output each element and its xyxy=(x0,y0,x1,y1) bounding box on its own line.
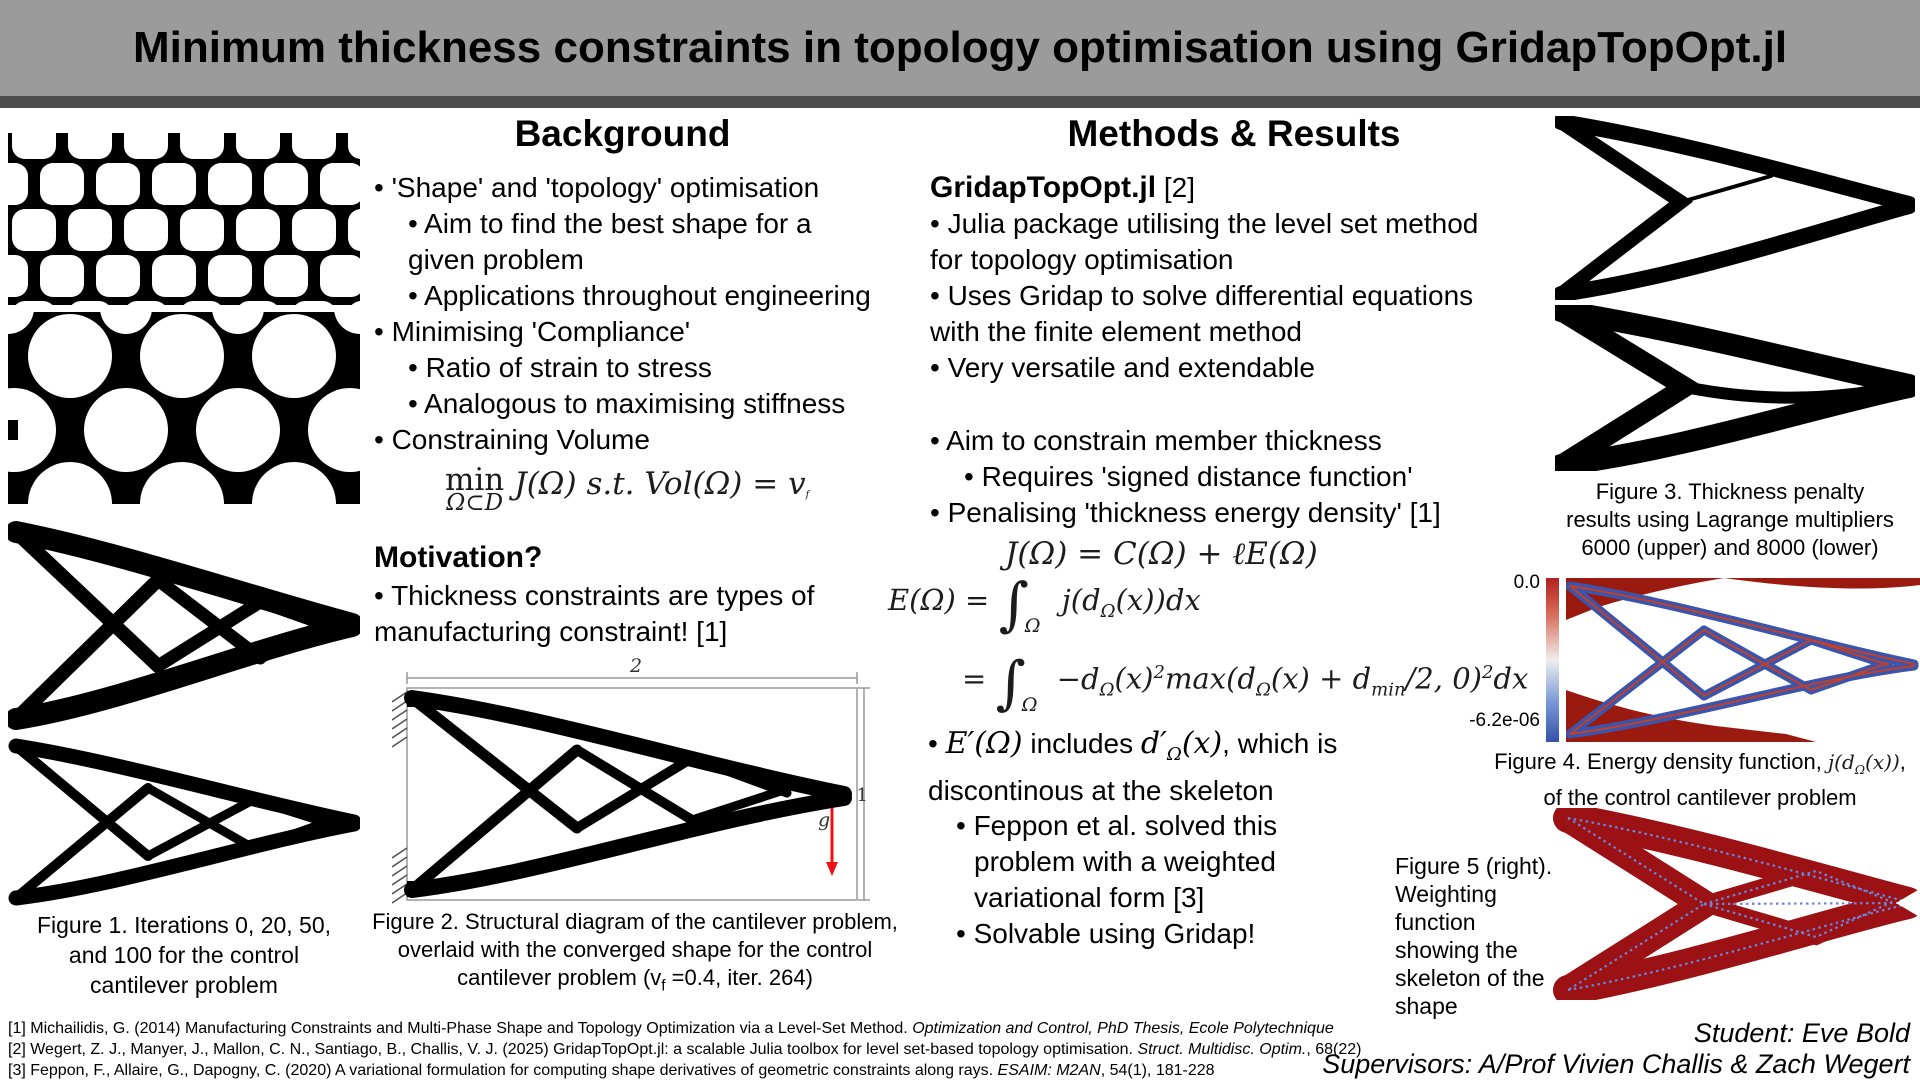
methods-intro: GridapTopOpt.jl [2] • Julia package util… xyxy=(930,170,1550,386)
bullet: • Penalising 'thickness energy density' … xyxy=(930,497,1441,528)
references: [1] Michailidis, G. (2014) Manufacturing… xyxy=(8,1018,1362,1080)
figure3-caption: Figure 3. Thickness penalty results usin… xyxy=(1566,479,1894,560)
bullet: • Analogous to maximising stiffness xyxy=(408,388,846,419)
figure1-iteration20-image xyxy=(8,312,360,504)
figure1-iteration100-image xyxy=(8,738,360,906)
bullet: • Requires 'signed distance function' xyxy=(964,461,1413,492)
reference-3: [3] Feppon, F., Allaire, G., Dapogny, C.… xyxy=(8,1062,1215,1079)
figure4-energy-density-image xyxy=(1566,578,1920,742)
bullet: • Applications throughout engineering xyxy=(408,280,871,311)
bullet: • Aim to find the best shape for a xyxy=(408,208,812,239)
motivation-block: Motivation? • Thickness constraints are … xyxy=(374,538,814,650)
bullet: • 'Shape' and 'topology' optimisation xyxy=(374,172,820,203)
supervisors-credit: Supervisors: A/Prof Vivien Challis & Zac… xyxy=(1322,1049,1910,1079)
figure4-caption: Figure 4. Energy density function, j(dΩ(… xyxy=(1494,749,1906,810)
bullet-continuation: for topology optimisation xyxy=(930,244,1234,275)
student-credit: Student: Eve Bold xyxy=(1693,1018,1910,1048)
title-bar-divider xyxy=(0,96,1920,108)
figure1-iteration50-image xyxy=(8,521,360,730)
methods-heading: Methods & Results xyxy=(1067,113,1401,154)
bullet-continuation: with the finite element method xyxy=(930,316,1302,347)
bullet: • Constraining Volume xyxy=(374,424,650,455)
load-arrow-icon xyxy=(826,808,838,876)
volume-constraint-equation: min Ω⊂D J(Ω) s.t. Vol(Ω) = vf xyxy=(445,462,810,516)
bullet-continuation: given problem xyxy=(408,244,584,275)
poster-title: Minimum thickness constraints in topolog… xyxy=(132,23,1788,72)
bullet: • Feppon et al. solved this xyxy=(956,810,1278,841)
figure1-iteration0-image xyxy=(8,133,360,305)
skeleton-lines xyxy=(1567,816,1911,992)
bullet: • Julia package utilising the level set … xyxy=(930,208,1479,239)
bullet: • Uses Gridap to solve differential equa… xyxy=(930,280,1474,311)
motivation-line2: manufacturing constraint! [1] xyxy=(374,616,728,647)
dimension-width-label: 2 xyxy=(629,658,642,677)
energy-equation-1: E(Ω) = ∫Ω j(dΩ(x))dx xyxy=(888,570,1201,638)
figure1-caption: Figure 1. Iterations 0, 20, 50, and 100 … xyxy=(36,912,332,998)
colorbar-min-label: -6.2e-06 xyxy=(1469,710,1540,731)
methods-aims: • Aim to constrain member thickness • Re… xyxy=(930,423,1550,531)
objective-equation: J(Ω) = C(Ω) + ℓE(Ω) xyxy=(1005,536,1318,572)
figure4-colorbar xyxy=(1546,578,1559,742)
figure2-caption: Figure 2. Structural diagram of the cant… xyxy=(372,909,898,995)
title-bar: Minimum thickness constraints in topolog… xyxy=(0,0,1920,96)
bullet: • Ratio of strain to stress xyxy=(408,352,712,383)
background-bullets: • 'Shape' and 'topology' optimisation • … xyxy=(374,170,934,458)
fixed-support-hatch-icon xyxy=(392,691,408,904)
load-label: g xyxy=(818,809,830,831)
dimension-height-label: 1 xyxy=(857,785,868,806)
feppon-block: • Feppon et al. solved this problem with… xyxy=(928,808,1548,952)
figure5-weighting-function-image xyxy=(1553,808,1918,1000)
package-title: GridapTopOpt.jl [2] xyxy=(930,171,1196,204)
bullet: • Very versatile and extendable xyxy=(930,352,1315,383)
credits: Student: Eve Bold Supervisors: A/Prof Vi… xyxy=(1310,1018,1910,1080)
figure3-upper-image xyxy=(1555,116,1915,300)
bullet: • Solvable using Gridap! xyxy=(956,918,1256,949)
figure5-caption: Figure 5 (right). Weighting function sho… xyxy=(1395,853,1553,1019)
bullet: • Aim to constrain member thickness xyxy=(930,425,1382,456)
figure3-lower-image xyxy=(1555,305,1915,471)
background-heading: Background xyxy=(514,113,731,154)
motivation-line1: • Thickness constraints are types of xyxy=(374,580,815,611)
min-operator: min Ω⊂D xyxy=(445,462,505,516)
energy-equation-2: = ∫Ω −dΩ(x)2max(dΩ(x) + dmin/2, 0)2dx xyxy=(962,648,1529,717)
bullet: • Minimising 'Compliance' xyxy=(374,316,691,347)
motivation-heading: Motivation? xyxy=(374,541,543,574)
colorbar-max-label: 0.0 xyxy=(1513,572,1540,593)
reference-1: [1] Michailidis, G. (2014) Manufacturing… xyxy=(8,1020,1334,1037)
reference-2: [2] Wegert, Z. J., Manyer, J., Mallon, C… xyxy=(8,1041,1362,1058)
derivative-note: • E′(Ω) includes d′Ω(x), which is discon… xyxy=(928,726,1338,806)
figure2-structural-diagram: 2 1 g xyxy=(392,658,870,904)
converged-shape-overlay xyxy=(404,690,852,898)
bullet-continuation: variational form [3] xyxy=(974,882,1205,913)
bullet-continuation: problem with a weighted xyxy=(974,846,1276,877)
